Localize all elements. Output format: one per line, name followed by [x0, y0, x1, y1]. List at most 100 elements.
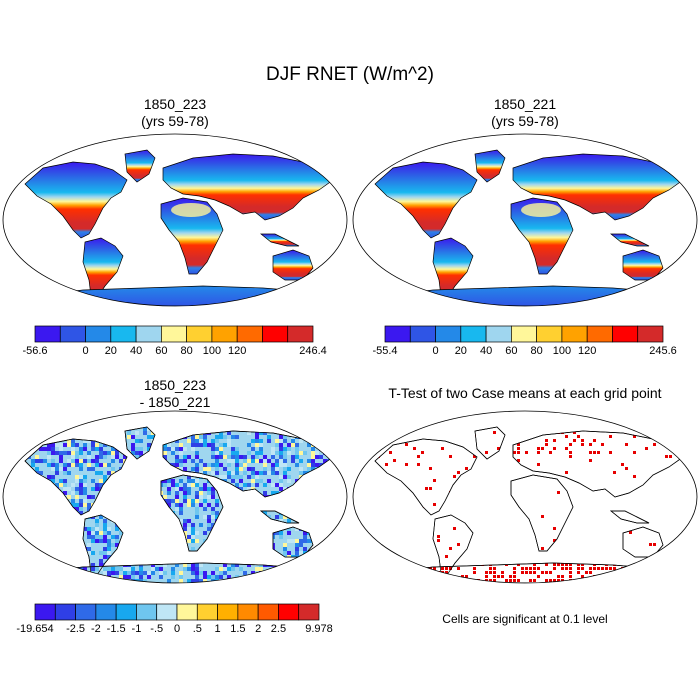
panel-2-land-seAsiaIslands	[610, 233, 650, 247]
colorbar-1-label: 120	[227, 345, 247, 357]
colorbar-1-swatch-3	[110, 325, 137, 343]
colorbar-3-swatch-13	[298, 603, 320, 621]
colorbar-1-label: 100	[202, 345, 222, 357]
panel-3-title: 1850_223 - 1850_221	[75, 377, 275, 411]
colorbar-3-swatch-12	[278, 603, 300, 621]
colorbar-2-label: 100	[552, 345, 572, 357]
colorbar-3-label: -1	[131, 623, 142, 635]
colorbar-1-swatch-9	[262, 325, 289, 343]
colorbar-3-swatch-4	[115, 603, 137, 621]
colorbar-2	[384, 325, 664, 343]
panel-2-land-europeAsia	[512, 153, 684, 221]
panel-4-title-line1: T-Test of two Case means at each grid po…	[388, 385, 662, 401]
panel-1-land-africa	[160, 197, 224, 275]
panel-2-border	[352, 133, 698, 307]
panel-2-land-greenland	[474, 149, 506, 183]
panel-4-border	[352, 410, 698, 584]
colorbar-1-label: 0	[82, 345, 89, 357]
colorbar-3-swatch-7	[176, 603, 198, 621]
colorbar-1-swatch-7	[211, 325, 238, 343]
colorbar-3-label: 2	[255, 623, 262, 635]
colorbar-3-label: -2	[90, 623, 101, 635]
colorbar-3-label: -2.5	[66, 623, 86, 635]
colorbar-3-swatch-0	[34, 603, 56, 621]
colorbar-3-label: 1	[214, 623, 221, 635]
panel-3-border	[2, 410, 348, 584]
colorbar-3-swatch-9	[217, 603, 239, 621]
panel-4-land-northAmerica	[374, 438, 478, 516]
panel-3-map	[2, 410, 348, 584]
significance-note: Cells are significant at 0.1 level	[442, 612, 608, 626]
colorbar-2-swatch-3	[460, 325, 487, 343]
panel-2-map	[352, 133, 698, 307]
panel-3-title-line2: - 1850_221	[139, 394, 211, 410]
colorbar-3-label: 9.978	[305, 623, 333, 635]
colorbar-3-label: -19.654	[16, 623, 54, 635]
colorbar-1-label: 60	[155, 345, 168, 357]
panel-4-map	[352, 410, 698, 584]
colorbar-3-swatch-3	[95, 603, 117, 621]
colorbar-2-swatch-6	[536, 325, 563, 343]
panel-4-land-africa	[510, 474, 574, 552]
colorbar-2-label: -55.4	[372, 345, 398, 357]
panel-1-title-line1: 1850_223	[143, 96, 207, 112]
colorbar-3-label: 1.5	[230, 623, 246, 635]
colorbar-1-swatch-2	[85, 325, 112, 343]
colorbar-2-label: 40	[479, 345, 493, 357]
colorbar-2-label: 120	[577, 345, 597, 357]
colorbar-3-swatch-1	[54, 603, 76, 621]
panel-2-land-southAmerica	[432, 237, 474, 299]
colorbar-3-swatch-2	[75, 603, 97, 621]
panel-2-land-australia	[622, 249, 664, 281]
colorbar-1-label: 80	[180, 345, 193, 357]
colorbar-1-label: 246.4	[299, 345, 327, 357]
colorbar-2-swatch-0	[384, 325, 411, 343]
colorbar-1-swatch-5	[161, 325, 187, 343]
panel-1-land-greenland	[124, 149, 156, 183]
colorbar-2-label: 0	[432, 345, 439, 357]
colorbar-1-label: 20	[104, 345, 117, 357]
panel-1-land-southAmerica	[82, 237, 124, 299]
panel-1-land-antarctica	[22, 285, 334, 306]
colorbar-2-swatch-9	[612, 325, 639, 343]
panel-2-title: 1850_221 (yrs 59-78)	[425, 96, 625, 130]
colorbar-3-swatch-11	[257, 603, 279, 621]
panel-2-title-line2: (yrs 59-78)	[491, 113, 559, 129]
colorbar-1-swatch-0	[34, 325, 61, 343]
panel-1-map	[2, 133, 348, 307]
colorbar-1-swatch-10	[287, 325, 314, 343]
panel-1-desert-patch	[171, 203, 211, 217]
panel-2-title-line1: 1850_221	[493, 96, 557, 112]
colorbar-2-swatch-10	[637, 325, 664, 343]
panel-1-land-europeAsia	[162, 153, 334, 221]
colorbar-1-swatch-6	[186, 325, 213, 343]
colorbar-2-label: 80	[530, 345, 543, 357]
panel-4-land-greenland	[474, 426, 506, 460]
panel-2-desert-patch	[521, 203, 561, 217]
panel-2-land-antarctica	[372, 285, 684, 306]
colorbar-2-swatch-2	[435, 325, 462, 343]
panel-1-border	[2, 133, 348, 307]
colorbar-2-label: 60	[505, 345, 518, 357]
figure-title: DJF RNET (W/m^2)	[266, 64, 434, 85]
panel-3-title-line1: 1850_223	[143, 377, 207, 393]
panel-1-title: 1850_223 (yrs 59-78)	[75, 96, 275, 130]
colorbar-3-swatch-6	[156, 603, 178, 621]
colorbar-1	[34, 325, 314, 343]
panel-4-title: T-Test of two Case means at each grid po…	[352, 385, 698, 402]
colorbar-1-swatch-8	[236, 325, 263, 343]
colorbar-2-swatch-1	[409, 325, 436, 343]
colorbar-3-label: 0	[173, 623, 181, 635]
colorbar-3-swatch-5	[136, 603, 158, 621]
colorbar-3-label: -1.5	[106, 623, 126, 635]
colorbar-1-label: 40	[129, 345, 143, 357]
colorbar-3-label: -.5	[150, 623, 164, 635]
panel-1-title-line2: (yrs 59-78)	[141, 113, 209, 129]
colorbar-2-label: 20	[454, 345, 467, 357]
colorbar-1-swatch-1	[59, 325, 86, 343]
colorbar-2-swatch-4	[485, 325, 512, 343]
colorbar-2-swatch-5	[511, 325, 537, 343]
colorbar-3-swatch-10	[237, 603, 259, 621]
colorbar-3-swatch-8	[196, 603, 218, 621]
